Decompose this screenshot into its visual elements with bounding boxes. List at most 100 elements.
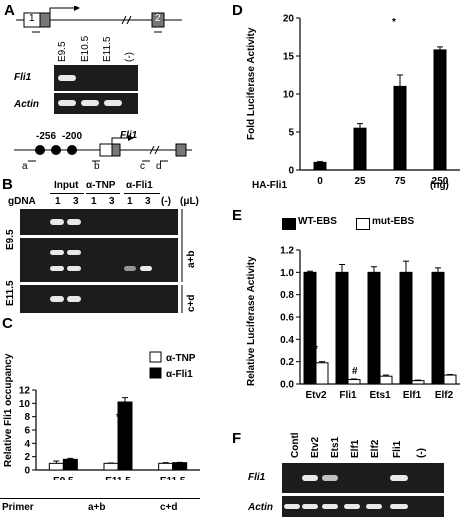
panel-c-label: C bbox=[2, 315, 13, 332]
chart-e-xtick-label: Ets1 bbox=[369, 390, 391, 401]
chart-c-star: * bbox=[116, 412, 120, 423]
legend-wt-label: WT-EBS bbox=[298, 216, 337, 227]
lane-label-e10-5: E10.5 bbox=[80, 35, 91, 62]
chart-d-ytick-label: 15 bbox=[283, 52, 295, 63]
f-gene-fli1: Fli1 bbox=[248, 472, 266, 483]
chart-e-xtick-label: Elf2 bbox=[435, 390, 454, 401]
chart-d-row-label: HA-Fli1 bbox=[252, 180, 287, 191]
chart-c-bar bbox=[172, 462, 188, 471]
chart-d-ytick-label: 0 bbox=[288, 166, 294, 177]
chart-c-ytick-label: 12 bbox=[19, 386, 31, 397]
chart-d-star: * bbox=[392, 17, 396, 28]
head-underline-tnp bbox=[86, 193, 120, 194]
head-tnp: α-TNP bbox=[86, 180, 116, 191]
gel-b-e95 bbox=[20, 209, 178, 235]
f-lane-ets1: Ets1 bbox=[330, 436, 341, 458]
site-label-200: -200 bbox=[62, 131, 83, 142]
chart-d-xtick-label: 0 bbox=[317, 176, 323, 185]
primer-cd-label: c+d bbox=[186, 294, 197, 312]
chart-c-ytick-label: 4 bbox=[24, 439, 30, 450]
gene-label-actin: Actin bbox=[14, 99, 39, 110]
chart-e-ytick-label: 0.4 bbox=[280, 335, 294, 346]
chart-d-ytick-label: 10 bbox=[283, 90, 295, 101]
primer-c: c bbox=[140, 161, 145, 172]
gel-b-e115-ab bbox=[20, 238, 178, 282]
chart-d-ytick-label: 20 bbox=[283, 14, 295, 25]
head-fli1: α-Fli1 bbox=[126, 180, 153, 191]
chart-e-xtick-label: Fli1 bbox=[339, 390, 357, 401]
legend-fli1-label: α-Fli1 bbox=[166, 369, 193, 380]
chart-c-bar bbox=[117, 401, 133, 471]
lane-b-unit: (μL) bbox=[180, 196, 199, 207]
chart-e-bar bbox=[315, 362, 329, 385]
chart-c-ytick-label: 6 bbox=[24, 426, 30, 437]
lane-b-1: 1 bbox=[55, 196, 61, 207]
primer-a: a bbox=[22, 161, 28, 172]
legend-tnp-swatch bbox=[149, 351, 162, 363]
fli1-gene-diagram bbox=[16, 6, 182, 33]
lane-label-e9-5: E9.5 bbox=[57, 41, 68, 62]
legend-tnp-label: α-TNP bbox=[166, 353, 196, 364]
chart-e-star: * bbox=[314, 344, 318, 355]
head-underline-fli1 bbox=[124, 193, 160, 194]
chart-e-ytick-label: 0.8 bbox=[280, 290, 294, 301]
chart-e-bar bbox=[347, 379, 361, 385]
primer-row-label: Primer bbox=[2, 502, 34, 513]
gel-f-actin bbox=[282, 496, 444, 517]
legend-mut-label: mut-EBS bbox=[372, 216, 415, 227]
site-label-256: -256 bbox=[36, 131, 57, 142]
chart-d-bar bbox=[393, 85, 407, 171]
lane-b-4: 3 bbox=[109, 196, 115, 207]
chart-c-bar bbox=[62, 458, 78, 471]
lane-b-neg: (-) bbox=[161, 196, 171, 207]
promoter-diagram bbox=[14, 135, 192, 162]
chart-c-bar bbox=[158, 462, 174, 471]
chart-e-bar bbox=[399, 271, 413, 385]
row-label-e11-5: E11.5 bbox=[5, 280, 16, 306]
chart-c-xtick-label: E11.5 bbox=[160, 476, 186, 480]
lane-b-2: 3 bbox=[73, 196, 79, 207]
exon-1-label: 1 bbox=[29, 13, 35, 24]
chart-d-ytick-label: 5 bbox=[288, 128, 294, 139]
chart-e-ytick-label: 0.2 bbox=[280, 357, 294, 368]
chart-e-ytick-label: 1.0 bbox=[280, 268, 294, 279]
chart-d-bar bbox=[433, 49, 447, 171]
chart-c-ytick-label: 8 bbox=[24, 412, 30, 423]
f-lane-etv2: Etv2 bbox=[310, 436, 321, 458]
panel-e-label: E bbox=[232, 207, 243, 224]
gel-fli1 bbox=[54, 65, 138, 91]
gel-b-bracket bbox=[181, 209, 183, 313]
chart-e-bar bbox=[379, 375, 393, 385]
gene-label-fli1: Fli1 bbox=[14, 72, 32, 83]
chart-d: 0 5 10 15 20 0 25 75 250 bbox=[283, 14, 460, 185]
f-gene-actin: Actin bbox=[248, 502, 273, 513]
primer-b: b bbox=[94, 161, 100, 172]
legend-fli1-swatch bbox=[149, 367, 162, 379]
f-lane-neg: (-) bbox=[416, 448, 427, 458]
chart-c-xtick-label: E11.5 bbox=[105, 476, 131, 480]
f-lane-elf1: Elf1 bbox=[350, 439, 361, 458]
chart-c-bar bbox=[48, 462, 64, 471]
chart-d-bar bbox=[313, 161, 327, 171]
lane-b-3: 1 bbox=[91, 196, 97, 207]
panel-f-label: F bbox=[232, 430, 242, 447]
chart-e-bar bbox=[367, 271, 381, 385]
chart-e-ytick-label: 0.0 bbox=[280, 380, 294, 391]
chart-e-hash: # bbox=[352, 366, 358, 377]
lane-b-6: 3 bbox=[145, 196, 151, 207]
chart-e-bar bbox=[443, 374, 457, 385]
head-input: Input bbox=[54, 180, 79, 191]
chart-d-xtick-label: 250 bbox=[432, 176, 449, 185]
chart-c-ytick-label: 0 bbox=[24, 466, 30, 477]
chart-d-unit: (ng) bbox=[430, 180, 449, 191]
gel-f-fli1 bbox=[282, 463, 444, 493]
chart-e-ytick-label: 1.2 bbox=[280, 246, 294, 257]
primer-group-ab: a+b bbox=[88, 502, 106, 513]
gdna-label: gDNA bbox=[8, 196, 36, 207]
chart-c-ytick-label: 10 bbox=[19, 399, 31, 410]
f-lane-contl: Contl bbox=[290, 432, 301, 458]
primer-group-cd: c+d bbox=[160, 502, 178, 513]
chart-e-bar bbox=[411, 380, 425, 385]
panel-b-label: B bbox=[2, 176, 13, 193]
primer-ab-label: a+b bbox=[186, 250, 197, 268]
